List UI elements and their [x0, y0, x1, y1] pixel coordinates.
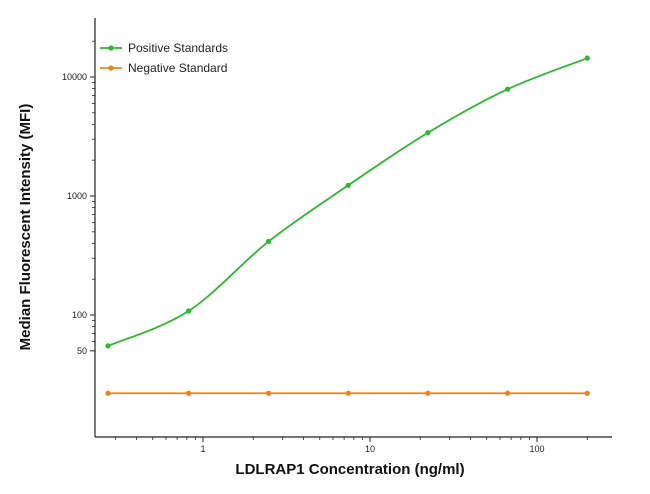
x-tick-label: 100 [529, 444, 544, 454]
data-point [345, 390, 351, 396]
legend-label: Negative Standard [128, 61, 227, 75]
data-point [425, 390, 431, 396]
data-point [105, 390, 111, 396]
legend-item: Negative Standard [100, 61, 227, 75]
legend-item: Positive Standards [100, 41, 228, 55]
y-axis-ticks: 50 100 1000 10000 [62, 40, 95, 356]
data-point [265, 390, 272, 396]
x-tick-label: 1 [200, 444, 205, 454]
x-axis-title: LDLRAP1 Concentration (ng/ml) [235, 461, 464, 478]
x-axis-ticks: 1 10 100 [115, 437, 588, 454]
legend-swatch-marker [108, 65, 114, 71]
data-point [584, 55, 590, 61]
series-positive-standards [105, 55, 590, 349]
y-tick-label: 1000 [67, 191, 87, 201]
y-tick-label: 50 [77, 346, 87, 356]
y-tick-label: 100 [72, 310, 87, 320]
legend-label: Positive Standards [128, 41, 228, 55]
y-axis-title: Median Fluorescent Intensity (MFI) [17, 104, 34, 351]
data-point [584, 390, 590, 396]
data-point [505, 390, 511, 396]
data-point [186, 308, 192, 314]
series-layer [105, 55, 590, 396]
x-tick-label: 10 [365, 444, 375, 454]
data-point [186, 390, 192, 396]
legend-swatch-marker [108, 45, 114, 51]
data-point [265, 238, 272, 245]
axes [94, 18, 612, 438]
data-point [425, 130, 431, 136]
series-line [107, 57, 588, 347]
data-point [105, 343, 111, 349]
series-negative-standard [105, 390, 590, 396]
legend: Positive Standards Negative Standard [100, 41, 228, 75]
data-point [345, 182, 351, 188]
y-tick-label: 10000 [62, 72, 87, 82]
data-point [505, 86, 511, 92]
